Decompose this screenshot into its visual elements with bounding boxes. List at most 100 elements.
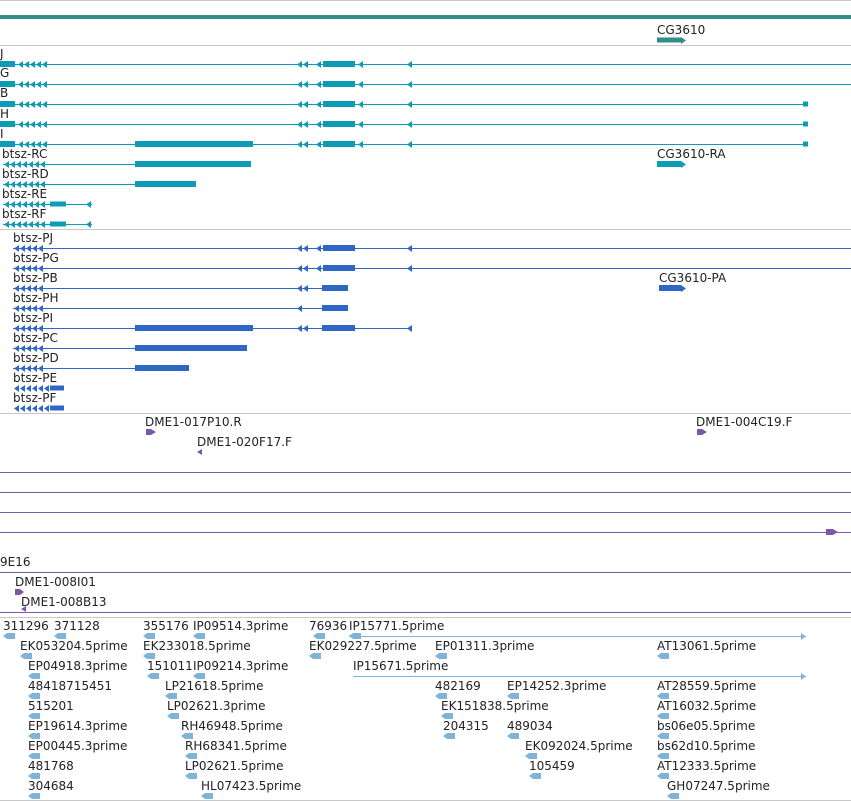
strand-arrow [297, 325, 302, 332]
est-label[interactable]: EP04918.3prime [28, 659, 128, 673]
mrna-label[interactable]: I [0, 127, 4, 141]
strand-arrow [26, 405, 31, 412]
cds-label[interactable]: btsz-PE [13, 371, 58, 385]
cds-label[interactable]: btsz-PC [13, 331, 58, 345]
est-label[interactable]: LP21618.5prime [165, 679, 264, 693]
mrna-label-cg3610-ra[interactable]: CG3610-RA [657, 147, 726, 161]
exon-block [323, 101, 355, 107]
est-label[interactable]: 48418715451 [28, 679, 112, 693]
track-separator [0, 229, 851, 230]
gene-strand-arrow [681, 37, 686, 44]
strand-arrow [303, 245, 308, 252]
strand-arrow [28, 161, 33, 168]
strand-arrow [42, 61, 47, 68]
est-label[interactable]: EK029227.5prime [309, 639, 417, 653]
strand-arrow [20, 385, 25, 392]
bac-label[interactable]: DME1-008B13 [21, 595, 107, 609]
cds-label[interactable]: btsz-PG [13, 251, 59, 265]
strand-arrow [297, 305, 302, 312]
mrna-label[interactable]: H [0, 107, 10, 121]
est-label[interactable]: HL07423.5prime [201, 779, 302, 793]
exon-block [323, 245, 355, 251]
est-label[interactable]: EK053204.5prime [20, 639, 128, 653]
est-label[interactable]: RH46948.5prime [181, 719, 283, 733]
exon-block [0, 81, 15, 87]
est-label[interactable]: 151011 [147, 659, 193, 673]
bac-label[interactable]: DME1-008I01 [15, 575, 96, 589]
mrna-label[interactable]: btsz-RD [2, 167, 49, 181]
est-label[interactable]: 204315 [443, 719, 489, 733]
bac-label[interactable]: DME1-017P10.R [145, 415, 242, 429]
cds-label[interactable]: btsz-PI [13, 311, 53, 325]
est-feature [193, 673, 205, 679]
mrna-label[interactable]: B [0, 86, 9, 100]
est-label[interactable]: IP09214.3prime [193, 659, 289, 673]
gene-cg3610 [657, 37, 681, 43]
mrna-label[interactable]: btsz-RF [2, 207, 47, 221]
est-label[interactable]: IP09514.3prime [193, 619, 289, 633]
est-label[interactable]: LP02621.5prime [185, 759, 284, 773]
est-label[interactable]: bs06e05.5prime [657, 719, 756, 733]
est-feature [657, 753, 669, 759]
est-feature [525, 753, 537, 759]
est-feature [181, 733, 193, 739]
cds-label[interactable]: btsz-PJ [13, 231, 53, 245]
est-label[interactable]: EP00445.3prime [28, 739, 128, 753]
mrna-label[interactable]: G [0, 66, 10, 80]
strand-arrow [14, 365, 19, 372]
mrna-label[interactable]: btsz-RE [2, 187, 48, 201]
mrna-label[interactable]: btsz-RC [2, 147, 48, 161]
est-label[interactable]: 355176 [143, 619, 189, 633]
est-label[interactable]: 311296 [3, 619, 49, 633]
strand-arrow [32, 305, 37, 312]
est-label[interactable]: 76936 [309, 619, 348, 633]
est-label[interactable]: GH07247.5prime [667, 779, 770, 793]
est-label[interactable]: 489034 [507, 719, 553, 733]
bac-feature [826, 529, 838, 535]
track-separator [0, 0, 851, 1]
est-label[interactable]: 304684 [28, 779, 74, 793]
mrna-label[interactable]: J [0, 47, 4, 61]
gene-label-cg3610[interactable]: CG3610 [657, 23, 706, 37]
est-label[interactable]: EP19614.3prime [28, 719, 128, 733]
est-label[interactable]: 515201 [28, 699, 74, 713]
bac-label[interactable]: 9E16 [0, 555, 31, 569]
cds-label[interactable]: btsz-PF [13, 391, 57, 405]
cds-label-cg3610-pa[interactable]: CG3610-PA [659, 271, 727, 285]
cds-label[interactable]: btsz-PB [13, 271, 58, 285]
est-label[interactable]: EK151838.5prime [441, 699, 549, 713]
est-label[interactable]: AT28559.5prime [657, 679, 757, 693]
est-label[interactable]: 482169 [435, 679, 481, 693]
exon-block [322, 285, 348, 291]
est-label[interactable]: 481768 [28, 759, 74, 773]
est-label[interactable]: EK092024.5prime [525, 739, 633, 753]
strand-arrow [4, 181, 9, 188]
est-label[interactable]: EP14252.3prime [507, 679, 607, 693]
est-feature [657, 773, 669, 779]
est-label[interactable]: IP15771.5prime [349, 619, 445, 633]
est-label[interactable]: 105459 [529, 759, 575, 773]
est-label[interactable]: AT13061.5prime [657, 639, 757, 653]
strand-arrow [10, 181, 15, 188]
cds-label[interactable]: btsz-PD [13, 351, 59, 365]
strand-arrow [316, 101, 321, 108]
est-label[interactable]: RH68341.5prime [185, 739, 287, 753]
est-feature [165, 693, 177, 699]
strand-arrow [30, 61, 35, 68]
bac-label[interactable]: DME1-004C19.F [696, 415, 793, 429]
est-feature [667, 793, 679, 799]
strand-arrow [407, 325, 412, 332]
bac-label[interactable]: DME1-020F17.F [197, 435, 292, 449]
est-label[interactable]: bs62d10.5prime [657, 739, 756, 753]
est-label[interactable]: IP15671.5prime [353, 659, 449, 673]
est-label[interactable]: EP01311.3prime [435, 639, 535, 653]
est-label[interactable]: AT12333.5prime [657, 759, 757, 773]
cds-label[interactable]: btsz-PH [13, 291, 59, 305]
strand-arrow [297, 81, 302, 88]
est-label[interactable]: LP02621.3prime [167, 699, 266, 713]
est-label[interactable]: 371128 [54, 619, 100, 633]
exon-block [135, 345, 247, 351]
est-feature [28, 713, 40, 719]
est-label[interactable]: AT16032.5prime [657, 699, 757, 713]
est-label[interactable]: EK233018.5prime [143, 639, 251, 653]
